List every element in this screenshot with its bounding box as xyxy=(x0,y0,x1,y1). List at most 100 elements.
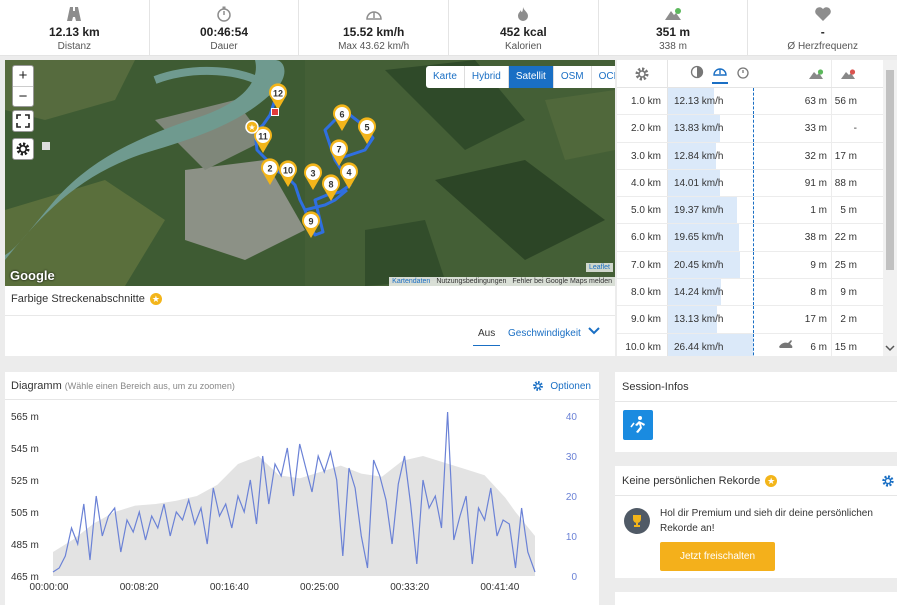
average-line xyxy=(753,279,754,306)
leaflet-link[interactable]: Leaflet xyxy=(585,263,613,272)
split-speed-bar xyxy=(668,115,720,142)
split-speed-cell: 14.24 km/h xyxy=(667,279,771,306)
route-marker[interactable]: 5 xyxy=(356,117,378,148)
map-type-osm[interactable]: OSM xyxy=(553,66,592,88)
split-distance: 6.0 km xyxy=(630,232,661,244)
speed-column-header xyxy=(667,60,771,87)
records-settings-button[interactable] xyxy=(881,474,895,491)
split-speed-cell: 13.83 km/h xyxy=(667,115,771,142)
stopwatch-icon xyxy=(216,5,232,23)
route-marker[interactable]: 7 xyxy=(328,139,350,170)
split-speed-cell: 12.13 km/h xyxy=(667,88,771,115)
scrollbar[interactable] xyxy=(883,60,897,356)
chevron-down-icon[interactable] xyxy=(587,325,601,340)
split-ascent: 17 m xyxy=(804,314,827,326)
split-distance: 9.0 km xyxy=(630,314,661,326)
fullscreen-button[interactable] xyxy=(12,110,34,132)
route-marker[interactable]: 6 xyxy=(331,104,353,135)
split-ascent: 8 m xyxy=(810,287,827,299)
session-info-title: Session-Infos xyxy=(615,372,897,402)
split-speed-cell: 12.84 km/h xyxy=(667,142,771,169)
speedometer-icon xyxy=(365,5,383,23)
y-left-tick: 565 m xyxy=(11,412,39,423)
y-right-tick: 20 xyxy=(566,492,578,503)
y-right-tick: 30 xyxy=(566,452,578,463)
split-descent: 5 m xyxy=(831,197,863,224)
route-marker[interactable]: 2 xyxy=(259,158,281,189)
split-descent: 9 m xyxy=(831,279,863,306)
road-icon xyxy=(66,5,82,23)
stat-value: 452 kcal xyxy=(499,25,547,39)
map-type-karte[interactable]: Karte xyxy=(426,66,465,88)
split-descent: 15 m xyxy=(831,333,863,356)
split-row: 2.0 km 13.83 km/h 33 m- xyxy=(617,115,897,143)
empty-icon-cell xyxy=(771,170,801,196)
average-line xyxy=(753,115,754,142)
next-card xyxy=(615,592,897,605)
report-error-link[interactable]: Fehler bei Google Maps melden xyxy=(512,278,612,285)
speedometer-icon[interactable] xyxy=(711,63,728,84)
map-type-ocm[interactable]: OCM xyxy=(591,66,615,88)
segments-title-text: Farbige Streckenabschnitte xyxy=(11,293,145,305)
empty-icon-cell xyxy=(771,115,801,141)
scrollbar-thumb[interactable] xyxy=(886,70,894,270)
segment-tab-off[interactable]: Aus xyxy=(473,326,501,346)
split-speed-cell: 13.13 km/h xyxy=(667,306,771,333)
marker-label: 10 xyxy=(283,166,293,176)
route-marker[interactable]: 4 xyxy=(338,162,360,193)
route-map[interactable]: 12 11 2 10 3 9 8 4 7 6 5 xyxy=(5,60,615,286)
zoom-in-button[interactable]: + xyxy=(18,67,28,84)
marker-label: 3 xyxy=(310,169,315,179)
pace-icon[interactable] xyxy=(690,65,704,82)
unlock-premium-button[interactable]: Jetzt freischalten xyxy=(660,542,775,571)
fullscreen-icon xyxy=(16,114,30,128)
marker-label: 6 xyxy=(339,110,344,120)
splits-settings-button[interactable] xyxy=(617,60,667,87)
map-settings-button[interactable] xyxy=(12,138,34,160)
stopwatch-icon[interactable] xyxy=(736,65,750,82)
zoom-out-button[interactable]: − xyxy=(13,86,33,106)
split-speed: 20.45 km/h xyxy=(674,259,724,271)
end-flag-icon xyxy=(271,108,279,116)
route-marker[interactable]: 9 xyxy=(300,211,322,242)
map-type-hybrid[interactable]: Hybrid xyxy=(464,66,509,88)
stat-label: Ø Herzfrequenz xyxy=(787,41,858,52)
map-data-link[interactable]: Kartendaten xyxy=(392,278,431,285)
y-left-tick: 525 m xyxy=(11,476,39,487)
split-speed: 14.01 km/h xyxy=(674,177,724,189)
records-message: Hol dir Premium und sieh dir deine persö… xyxy=(660,508,873,534)
split-row: 5.0 km 19.37 km/h 1 m 5 m xyxy=(617,197,897,225)
records-header: Keine persönlichen Rekorde ★ xyxy=(615,466,897,496)
zoom-control: + − xyxy=(12,65,34,107)
x-tick: 00:00:00 xyxy=(30,582,69,593)
split-ascent: 32 m xyxy=(804,150,827,162)
split-distance: 7.0 km xyxy=(630,259,661,271)
marker-label: 5 xyxy=(364,123,369,133)
marker-label: 8 xyxy=(328,180,333,190)
split-ascent: 91 m xyxy=(804,177,827,189)
route-marker[interactable]: 3 xyxy=(302,163,324,194)
map-type-satellit[interactable]: Satellit xyxy=(508,66,554,88)
route-marker[interactable]: 12 xyxy=(267,83,289,114)
stats-bar: 12.13 km Distanz 00:46:54 Dauer 15.52 km… xyxy=(0,0,897,56)
segment-tab-speed[interactable]: Geschwindigkeit xyxy=(508,328,581,339)
terms-link[interactable]: Nutzungsbedingungen xyxy=(436,278,507,285)
elevation-area xyxy=(53,456,535,576)
route-marker[interactable]: 10 xyxy=(277,160,299,191)
diagram-options-button[interactable]: Optionen xyxy=(532,380,591,392)
average-line xyxy=(753,169,754,197)
diagram-title: Diagramm xyxy=(11,379,62,392)
stat-value: 15.52 km/h xyxy=(342,25,405,39)
average-line xyxy=(753,88,754,115)
split-distance: 2.0 km xyxy=(630,123,661,135)
diagram-options-label: Optionen xyxy=(550,380,591,392)
elevation-up-icon xyxy=(801,60,831,87)
route-marker[interactable]: 11 xyxy=(252,126,274,157)
gear-icon xyxy=(635,67,649,80)
split-ascent: 33 m xyxy=(804,123,827,135)
y-right-tick: 40 xyxy=(566,412,578,423)
chevron-down-icon[interactable] xyxy=(885,344,895,352)
route-marker[interactable]: 8 xyxy=(320,174,342,205)
records-card: Keine persönlichen Rekorde ★ Hol dir Pre… xyxy=(615,466,897,578)
